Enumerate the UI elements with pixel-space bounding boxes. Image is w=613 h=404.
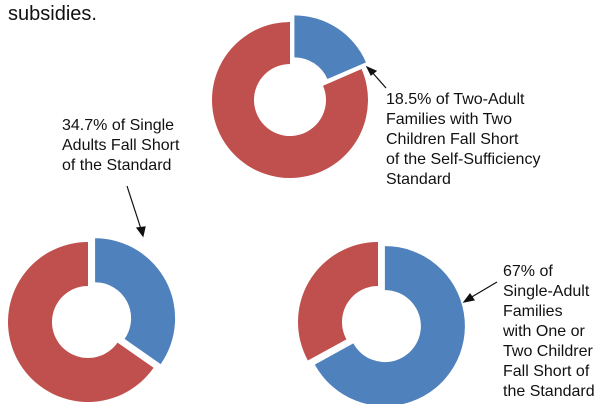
annotation-line: 34.7% of Single — [62, 117, 174, 134]
arrow — [370, 70, 387, 89]
arrow — [469, 281, 498, 299]
arrow-head — [462, 292, 475, 303]
arrows — [126, 65, 498, 303]
annotation-line: of the Standard — [62, 157, 171, 174]
annotation-line: Fall Short of — [503, 363, 590, 380]
annotation-line: Families with Two — [386, 111, 512, 128]
donut-segment — [314, 246, 465, 404]
intro-text: subsidies. — [8, 3, 97, 25]
annotation-line: Adults Fall Short — [62, 137, 180, 154]
arrow — [126, 185, 142, 230]
annotation-line: Two Childrer — [503, 343, 593, 360]
annotation-line: Children Fall Short — [386, 131, 519, 148]
donut-segment — [7, 242, 154, 403]
donut-segment — [298, 242, 378, 361]
arrow-head — [135, 226, 146, 238]
annotation-line: the Standard — [503, 383, 595, 400]
annotation-line: with One or — [502, 323, 585, 340]
donut-segment — [294, 15, 366, 80]
annotation-line: of the Self-Sufficiency — [386, 151, 540, 168]
annotation-line: 67% of — [503, 263, 553, 280]
annotation-line: Single-Adult — [503, 283, 590, 300]
donut-segment — [212, 22, 368, 178]
annotation-line: 18.5% of Two-Adult — [386, 91, 525, 108]
annotation-line: Families — [503, 303, 563, 320]
donut-segment — [95, 238, 176, 365]
arrow-head — [365, 65, 378, 76]
annotation-line: Standard — [386, 171, 451, 188]
